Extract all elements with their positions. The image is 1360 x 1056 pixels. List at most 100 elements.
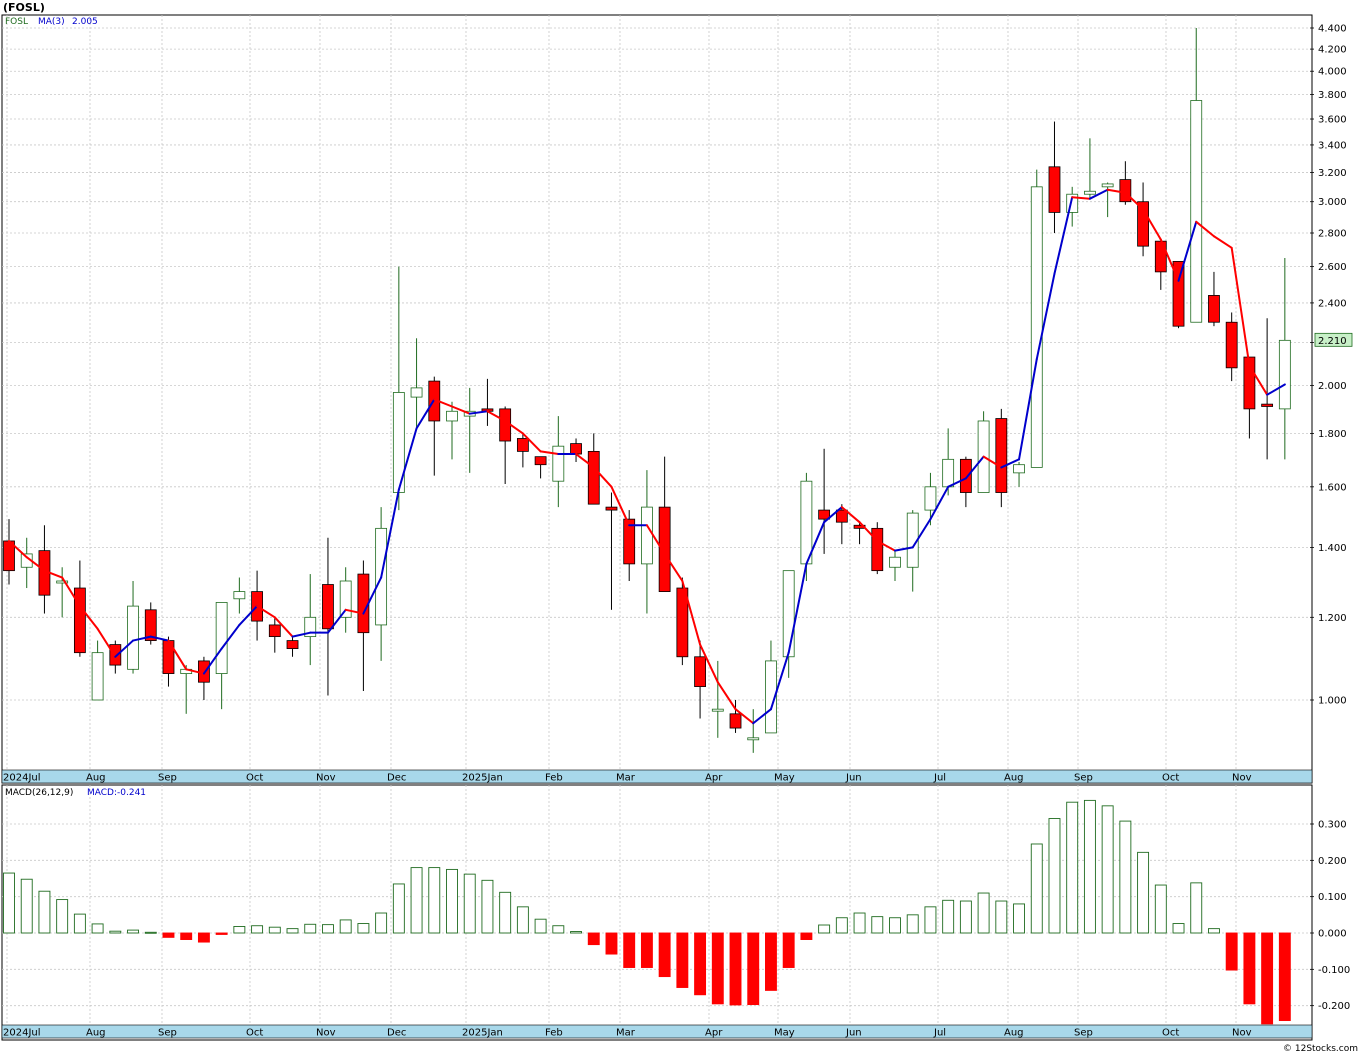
month-label: Jul (933, 1028, 946, 1039)
month-label: Aug (86, 773, 106, 784)
ma-segment (344, 608, 365, 615)
price-panel: 2024Jul Aug Sep Oct Nov Dec 2025Jan Feb Mar Apr Ma… (1, 14, 1353, 784)
ma-segment (1230, 246, 1251, 367)
candle-body (233, 591, 246, 600)
candle (1225, 312, 1238, 382)
macd-bar (1225, 932, 1238, 971)
candle-body (552, 445, 565, 482)
candle (233, 577, 246, 614)
month-label: Nov (316, 773, 336, 784)
candle (694, 640, 706, 719)
macd-bar (889, 917, 901, 934)
ma-segment (1018, 358, 1038, 461)
macd-bar (91, 923, 104, 934)
price-tick-label: 1.600 (1318, 482, 1347, 493)
ma-segment (326, 608, 347, 634)
macd-bar (304, 923, 317, 934)
month-label: Jul (933, 773, 946, 784)
ma-segment (1195, 220, 1215, 238)
month-label: 2025Jan (462, 773, 503, 784)
month-label: Oct (246, 773, 263, 784)
macd-bar (924, 906, 937, 934)
candle-body (1101, 183, 1114, 188)
candle (959, 456, 972, 508)
ma-segment (220, 623, 241, 650)
ma-segment (769, 651, 790, 711)
macd-bar (1101, 805, 1114, 934)
ma-segment (380, 488, 400, 579)
price-tick-label: 4.200 (1318, 45, 1347, 56)
macd-bar (977, 892, 990, 934)
macd-bar (180, 932, 193, 940)
macd-bar (410, 867, 423, 934)
candle-body (1119, 179, 1132, 203)
ma-segment (433, 398, 453, 408)
macd-bar (109, 930, 122, 934)
macd-bar (1119, 820, 1132, 934)
candle-body (818, 509, 831, 520)
month-label: Sep (158, 773, 177, 784)
ma-segment (539, 450, 560, 456)
candle-body (747, 737, 760, 741)
month-label: Sep (1074, 773, 1093, 784)
candle-body (127, 605, 139, 670)
candle (1208, 271, 1220, 327)
price-tag-value: 2.210 (1318, 336, 1347, 347)
macd-bar (1048, 818, 1061, 934)
macd-bar (818, 924, 831, 934)
ma-segment (1035, 272, 1056, 361)
ma-segment (8, 539, 28, 559)
macd-bar (782, 932, 795, 968)
month-label: Dec (387, 1028, 406, 1039)
candle-body (322, 584, 334, 630)
month-label: Mar (616, 1028, 636, 1039)
price-tick-label: 1.800 (1318, 429, 1347, 440)
price-tick-label: 3.600 (1318, 115, 1347, 126)
candle-body (534, 456, 547, 466)
ma-segment (1000, 458, 1021, 469)
candle-body (658, 506, 671, 592)
moving-average-line (8, 188, 1286, 725)
month-label: Feb (545, 773, 563, 784)
ma-segment (415, 398, 436, 430)
candle (1190, 28, 1203, 323)
ma-segment (132, 635, 152, 642)
ma-segment (96, 627, 117, 658)
candle-body (1154, 240, 1167, 273)
macd-bar (38, 890, 51, 934)
macd-bar (906, 914, 919, 934)
ma-segment (752, 708, 772, 725)
month-label: Apr (705, 1028, 723, 1039)
month-label: 2024Jul (3, 1028, 41, 1039)
macd-bar (871, 916, 884, 934)
ma-segment (823, 506, 843, 524)
macd-bar (729, 932, 742, 1006)
macd-bar (499, 891, 512, 934)
macd-bar (747, 932, 760, 1006)
ma-segment (451, 405, 471, 415)
macd-bar (711, 932, 724, 1005)
candle (127, 581, 139, 674)
candle (339, 567, 352, 633)
legend-macd-label: MACD(26,12,9) (5, 788, 73, 798)
candle-body (446, 410, 458, 422)
candle-body (499, 408, 512, 442)
macd-bar (286, 928, 299, 934)
macd-bar (162, 932, 175, 938)
candle (516, 433, 529, 468)
ma-segment (663, 552, 684, 583)
candle (747, 709, 760, 753)
candle-body (268, 624, 281, 638)
ma-segment (1212, 235, 1233, 249)
macd-bar (959, 900, 972, 934)
candle-body (1243, 356, 1256, 410)
candle-body (605, 506, 618, 511)
candle (977, 411, 990, 493)
ma-segment (876, 539, 896, 552)
candle (1119, 161, 1132, 205)
candle-body (56, 580, 69, 584)
macd-bar (1243, 932, 1256, 1005)
ma-segment (238, 605, 259, 626)
candle (268, 617, 281, 653)
macd-bar (197, 932, 210, 943)
